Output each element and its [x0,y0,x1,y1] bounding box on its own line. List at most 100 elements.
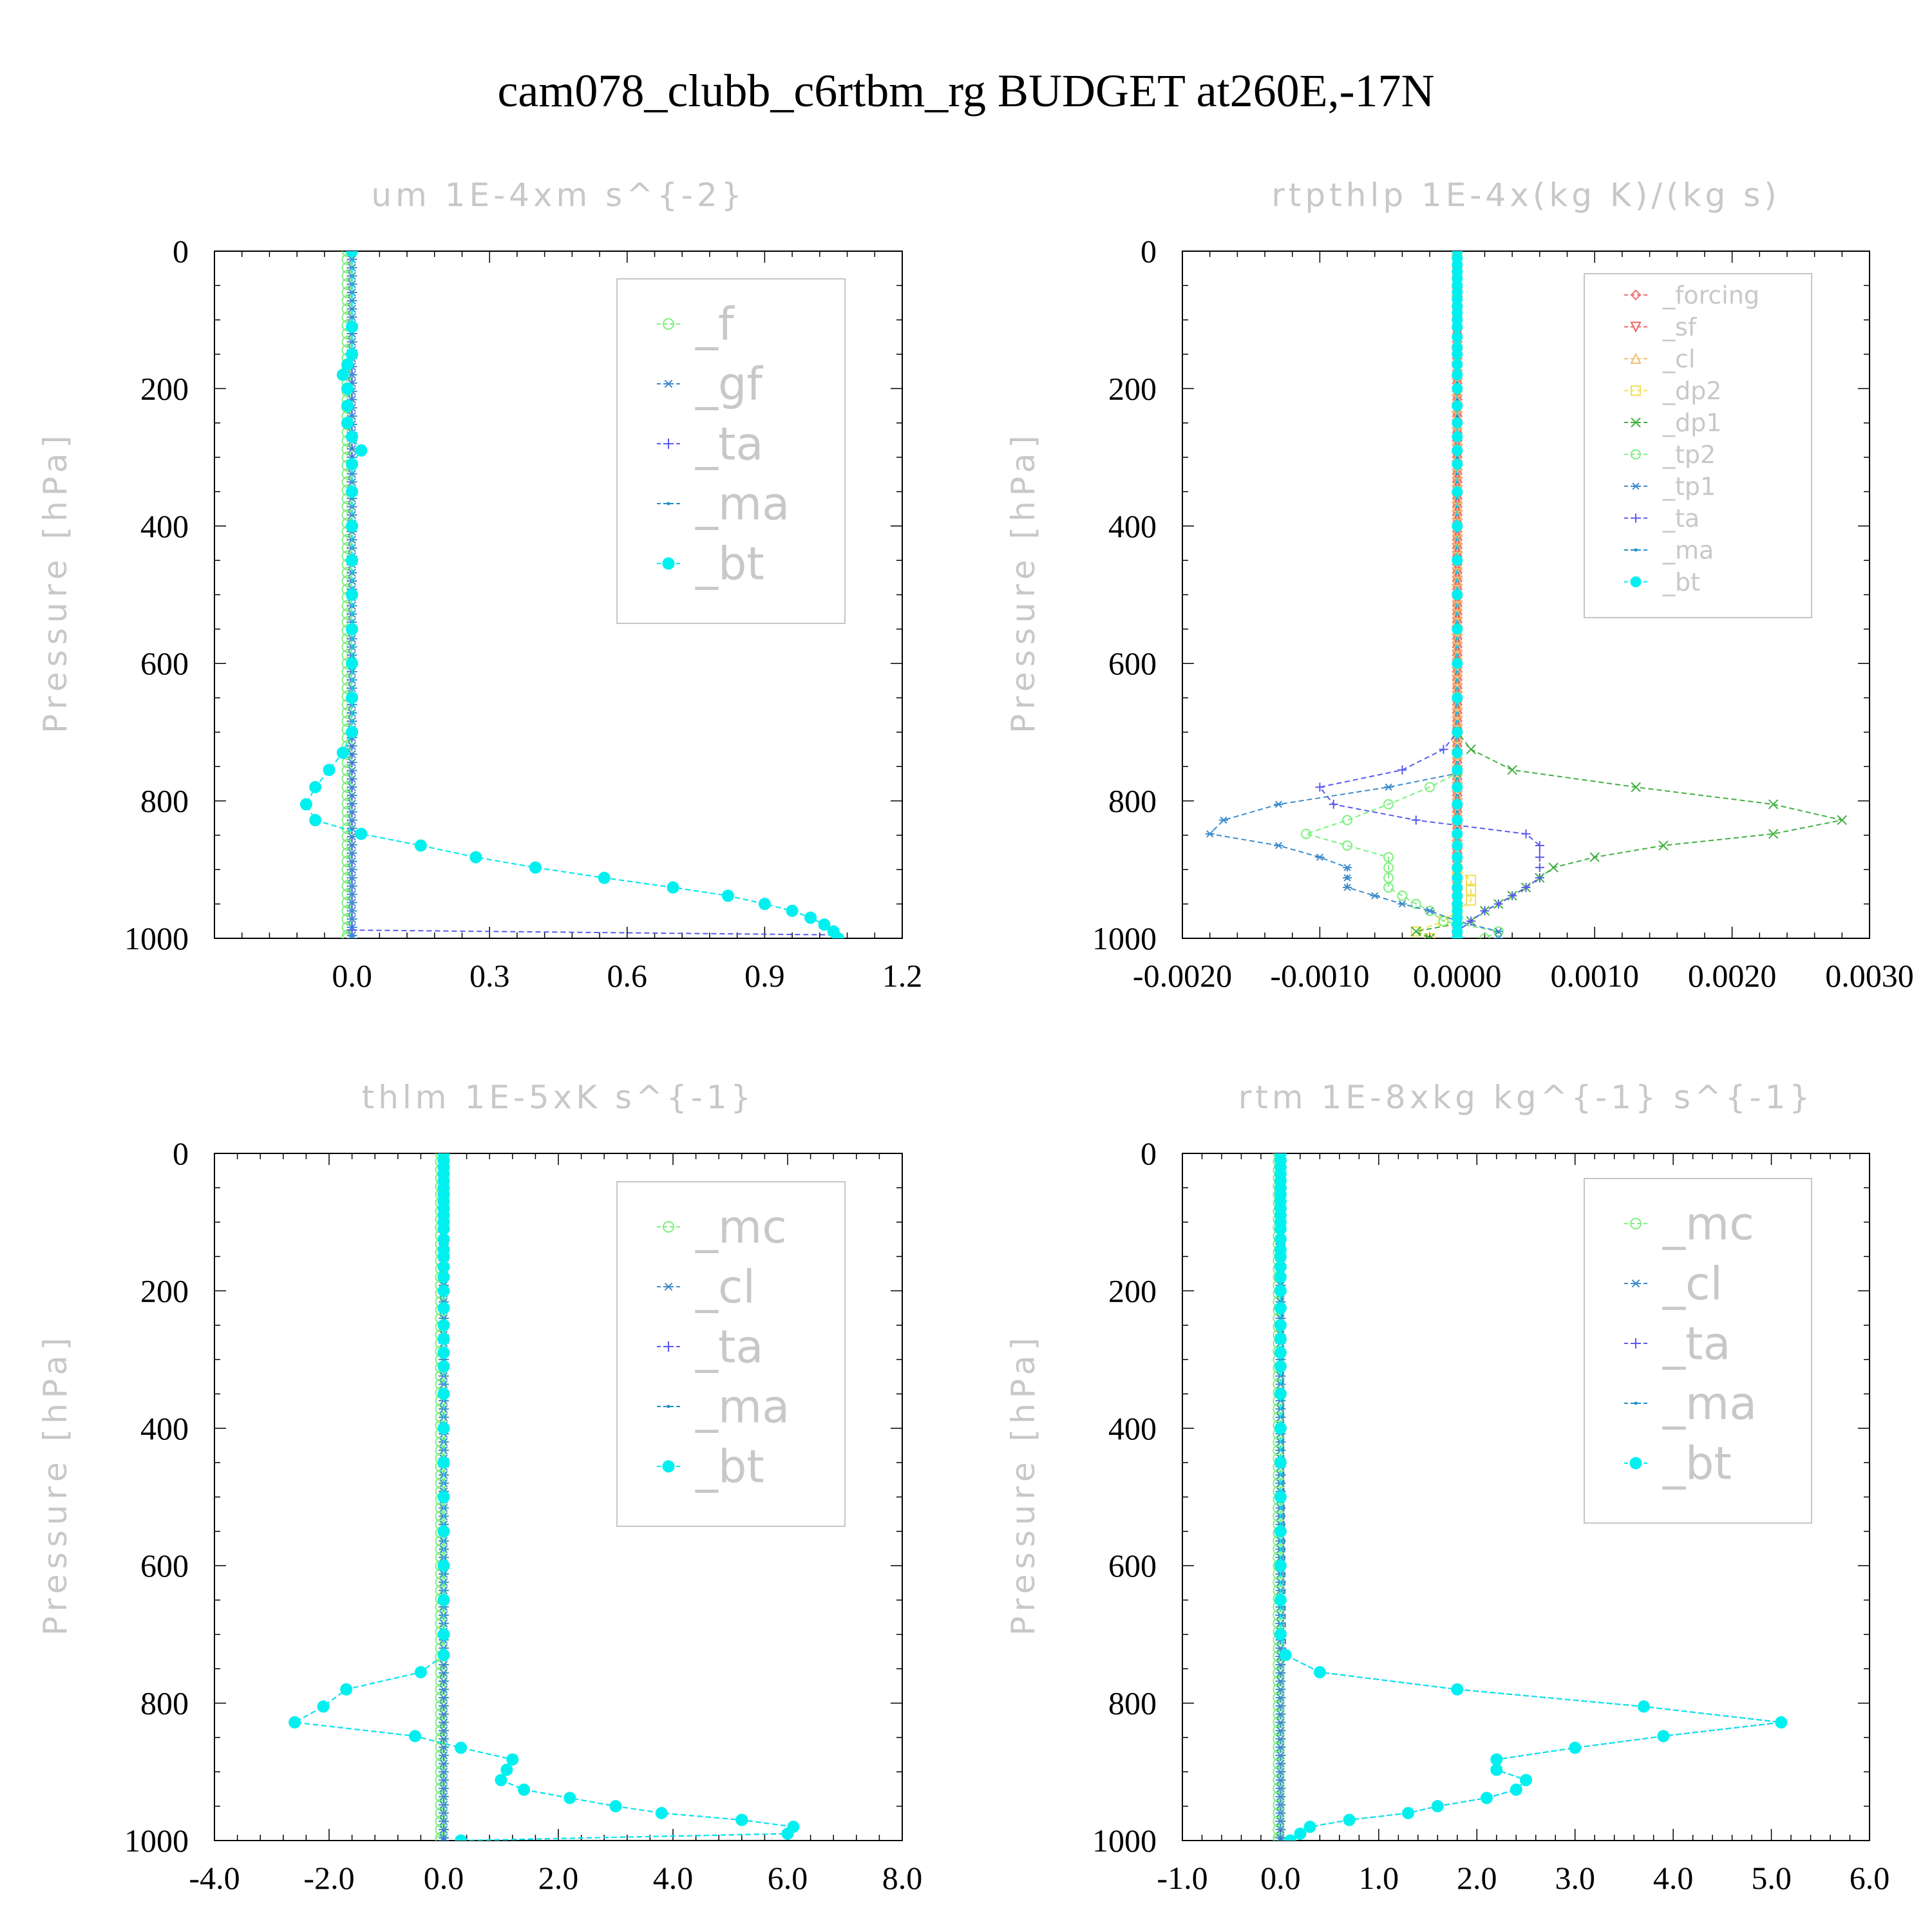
x-tick-label: 1.0 [1359,1860,1399,1896]
legend-label: _bt [695,538,764,591]
legend-label: _tp2 [1662,440,1716,469]
legend-label: _dp2 [1662,377,1721,405]
legend-label: _sf [1662,313,1698,341]
legend-label: _cl [1662,1258,1723,1311]
legend-label: _ma [695,478,790,531]
x-tick-label: 0.0030 [1825,958,1914,994]
x-tick-label: 2.0 [538,1860,579,1896]
panel-1: um 1E-4xm s^{-2} Pressure [hPa] 0 200 400 600… [37,176,922,994]
x-tick-label: 0.0000 [1413,958,1502,994]
series-line [1318,251,1540,938]
y-tick-label: 400 [1108,508,1157,544]
series-markers [299,251,844,938]
y-tick-label: 1000 [1092,1823,1157,1859]
legend-label: _bt [695,1441,764,1493]
y-tick-label: 800 [140,783,189,819]
x-tick-label: -0.0010 [1270,958,1369,994]
x-tick-label: 4.0 [1653,1860,1694,1896]
x-tick-label: 2.0 [1457,1860,1497,1896]
y-tick-label: 800 [1108,1685,1157,1721]
y-axis-label: Pressure [hPa] [37,1332,74,1636]
legend: _forcing _sf _cl _dp2 _dp1 _tp2 _tp1 _ta _ma _bt [1584,273,1812,618]
y-tick-label: 600 [140,645,189,681]
x-tick-label: -2.0 [303,1860,354,1896]
series-group [1205,251,1848,938]
legend: _mc _cl _ta _ma _bt [616,1181,846,1527]
legend-label: _ta [1662,504,1700,533]
x-tick-label: 6.0 [1850,1860,1890,1896]
series-markers [1315,251,1544,938]
x-tick-label: 3.0 [1555,1860,1595,1896]
panel-title: rtm 1E-8xkg kg^{-1} s^{-1} [1238,1079,1814,1116]
y-tick-label: 1000 [124,920,189,956]
x-tick-label: 4.0 [653,1860,694,1896]
legend-label: _ta [695,1321,763,1374]
y-axis-label: Pressure [hPa] [1005,1332,1042,1636]
panel-4: rtm 1E-8xkg kg^{-1} s^{-1} Pressure [hPa]… [1005,1079,1889,1896]
x-tick-label: 0.0020 [1688,958,1777,994]
legend-label: _forcing [1662,281,1759,309]
y-axis-label: Pressure [hPa] [1005,430,1042,734]
y-tick-label: 0 [1141,233,1157,269]
panels-group: um 1E-4xm s^{-2} Pressure [hPa] 0 200 400 600… [37,176,1914,1896]
legend: _f _gf _ta _ma _bt [616,278,846,624]
legend-label: _ma [695,1381,790,1434]
legend-label: _f [695,298,735,351]
y-tick-label: 600 [1108,1548,1157,1584]
x-tick-label: -1.0 [1157,1860,1208,1896]
legend-label: _ta [695,418,763,471]
legend: _mc _cl _ta _ma _bt [1584,1178,1812,1524]
legend-label: _dp1 [1662,408,1721,437]
x-tick-label: 5.0 [1751,1860,1792,1896]
y-tick-label: 200 [1108,1273,1157,1309]
figure-title: cam078_clubb_c6rtbm_rg BUDGET at260E,-17… [497,65,1434,117]
y-tick-label: 0 [173,233,189,269]
series-line [1303,251,1501,938]
y-tick-label: 200 [1108,370,1157,406]
legend-label: _ta [1662,1318,1730,1370]
y-tick-label: 200 [140,1273,189,1309]
series-markers [289,1153,800,1841]
y-tick-label: 1000 [1092,920,1157,956]
series-group [289,1153,800,1841]
y-tick-label: 0 [173,1135,189,1171]
y-tick-label: 600 [140,1548,189,1584]
y-tick-label: 1000 [124,1823,189,1859]
panel-2: rtpthlp 1E-4x(kg K)/(kg s) Pressure [hPa]… [1005,176,1914,994]
legend-label: _tp1 [1662,472,1716,500]
legend-label: _cl [695,1261,755,1314]
x-tick-label: 0.9 [744,958,785,994]
legend-label: _cl [1662,345,1695,373]
series-line [1414,251,1472,938]
panel-title: um 1E-4xm s^{-2} [371,176,745,214]
series-group [299,251,844,938]
panel-3: thlm 1E-5xK s^{-1} Pressure [hPa] 0 200 400 6… [37,1079,922,1896]
x-tick-label: 0.0 [332,958,372,994]
y-tick-label: 800 [1108,783,1157,819]
x-tick-label: 0.6 [607,958,648,994]
series-group [1273,1153,1788,1841]
y-tick-label: 0 [1141,1135,1157,1171]
series-markers [1301,251,1504,938]
series-markers [1274,1153,1788,1841]
y-tick-label: 400 [140,508,189,544]
y-tick-label: 200 [140,370,189,406]
x-tick-label: 0.0010 [1550,958,1639,994]
legend-label: _bt [1662,1437,1732,1490]
y-tick-label: 800 [140,1685,189,1721]
y-tick-label: 600 [1108,645,1157,681]
legend-label: _ma [1662,1378,1757,1430]
series-markers [1410,251,1477,938]
x-tick-label: 1.2 [882,958,923,994]
legend-label: _ma [1662,536,1714,564]
series-markers [1452,251,1463,938]
x-tick-label: 6.0 [768,1860,808,1896]
series-markers [1205,251,1503,938]
x-tick-label: 0.0 [1260,1860,1301,1896]
y-tick-label: 400 [140,1410,189,1446]
x-tick-label: -4.0 [189,1860,240,1896]
y-tick-label: 400 [1108,1410,1157,1446]
y-axis-label: Pressure [hPa] [37,430,74,734]
x-tick-label: 8.0 [882,1860,923,1896]
